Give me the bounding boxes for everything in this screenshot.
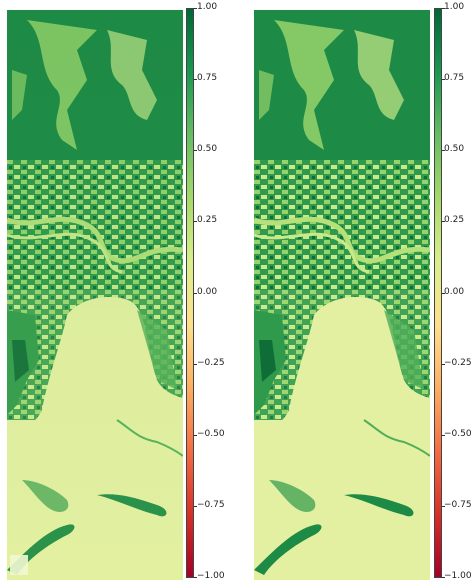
colorbar-tick-label-left: −0.25 xyxy=(197,357,225,368)
colorbar-tick-mark-right xyxy=(442,505,445,507)
colorbar-tick-mark-left xyxy=(194,577,197,578)
colorbar-tick-label-left: −1.00 xyxy=(197,571,225,581)
colorbar-tick-label-right: 0.75 xyxy=(444,73,465,84)
right-map-panel xyxy=(254,10,430,580)
colorbar-tick-label-left: −0.50 xyxy=(197,428,225,439)
colorbar-tick-mark-right xyxy=(442,363,445,365)
left-colorbar-gradient xyxy=(187,9,193,577)
colorbar-tick-label-left: 0.00 xyxy=(197,286,218,297)
colorbar-tick-mark-left xyxy=(194,363,197,365)
colorbar-tick-mark-left xyxy=(194,292,197,294)
colorbar-tick-mark-right xyxy=(442,8,445,9)
colorbar-tick-label-left: 0.75 xyxy=(197,73,218,84)
left-map-panel xyxy=(7,10,183,580)
colorbar-tick-mark-left xyxy=(194,150,197,152)
left-ndvi-map xyxy=(7,10,183,580)
colorbar-tick-mark-right xyxy=(442,292,445,294)
colorbar-tick-label-left: −0.75 xyxy=(197,499,225,510)
colorbar-tick-mark-left xyxy=(194,79,197,81)
colorbar-tick-mark-left xyxy=(194,434,197,436)
colorbar-tick-mark-left xyxy=(194,8,197,9)
right-ndvi-map xyxy=(254,10,430,580)
colorbar-tick-mark-right xyxy=(442,434,445,436)
colorbar-tick-mark-right xyxy=(442,577,445,578)
colorbar-tick-mark-right xyxy=(442,150,445,152)
colorbar-tick-mark-left xyxy=(194,505,197,507)
colorbar-tick-label-right: 0.50 xyxy=(444,144,465,155)
left-colorbar xyxy=(186,8,194,578)
colorbar-tick-label-left: 0.25 xyxy=(197,215,218,226)
colorbar-tick-label-right: 1.00 xyxy=(444,2,465,12)
colorbar-tick-label-left: 1.00 xyxy=(197,2,218,12)
right-colorbar xyxy=(434,8,442,578)
colorbar-tick-label-right: −0.25 xyxy=(444,357,471,368)
colorbar-tick-label-right: −1.00 xyxy=(444,571,471,581)
colorbar-tick-label-right: −0.50 xyxy=(444,428,471,439)
colorbar-tick-label-right: 0.00 xyxy=(444,286,465,297)
colorbar-tick-label-left: 0.50 xyxy=(197,144,218,155)
colorbar-tick-mark-right xyxy=(442,221,445,223)
right-colorbar-gradient xyxy=(435,9,441,577)
colorbar-tick-mark-right xyxy=(442,79,445,81)
colorbar-tick-label-right: −0.75 xyxy=(444,499,471,510)
colorbar-tick-mark-left xyxy=(194,221,197,223)
colorbar-tick-label-right: 0.25 xyxy=(444,215,465,226)
